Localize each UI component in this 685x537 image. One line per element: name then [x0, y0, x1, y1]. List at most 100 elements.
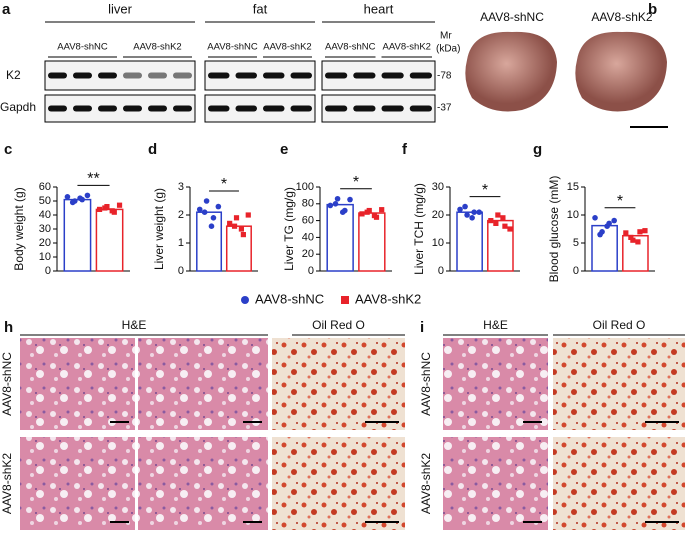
legend-label: AAV8-shNC — [255, 291, 324, 306]
column-label: Oil Red O — [312, 318, 365, 332]
micrograph — [443, 437, 548, 530]
data-point — [507, 226, 513, 232]
micrograph — [20, 338, 135, 430]
band — [263, 72, 285, 79]
band — [381, 105, 404, 112]
data-point — [64, 194, 71, 200]
band — [98, 105, 117, 112]
data-point — [493, 220, 499, 226]
row-label: AAV8-shK2 — [0, 453, 14, 514]
panel-label: h — [4, 319, 13, 336]
y-tick-label: 80 — [302, 198, 314, 210]
data-point — [364, 209, 370, 215]
micrograph — [553, 437, 685, 530]
data-point — [476, 209, 482, 215]
y-tick-label: 0 — [308, 265, 314, 277]
y-axis-label: Body weight (g) — [12, 187, 26, 270]
data-point — [469, 215, 475, 221]
data-point — [500, 215, 506, 221]
row-label: AAV8-shNC — [419, 352, 433, 416]
tissue-label: liver — [108, 1, 133, 16]
data-point — [462, 203, 468, 210]
band — [353, 105, 376, 112]
micrograph — [272, 437, 405, 530]
band — [148, 72, 167, 79]
data-point — [84, 192, 91, 199]
column-label: H&E — [483, 318, 508, 332]
row-label: AAV8-shK2 — [419, 453, 433, 514]
protein-label: K2 — [6, 68, 21, 82]
data-point — [623, 230, 629, 236]
y-tick-label: 0 — [45, 265, 51, 277]
column-label: Oil Red O — [593, 318, 646, 332]
micrograph — [553, 338, 685, 430]
y-tick-label: 60 — [302, 215, 314, 227]
band — [123, 72, 142, 79]
y-tick-label: 3 — [178, 181, 184, 193]
data-point — [471, 209, 477, 215]
row-label: AAV8-shNC — [0, 352, 14, 416]
data-point — [77, 195, 83, 201]
data-point — [69, 199, 76, 206]
micrograph — [138, 338, 268, 430]
mr-label: Mr — [440, 31, 452, 42]
data-point — [210, 215, 217, 221]
panel-label: b — [648, 1, 657, 18]
lane-label: AAV8-shNC — [57, 42, 108, 53]
data-point — [240, 232, 246, 238]
band — [123, 105, 142, 112]
significance-label: * — [221, 176, 227, 193]
lane-label: AAV8-shK2 — [383, 42, 431, 53]
data-point — [488, 218, 494, 224]
band — [173, 105, 192, 112]
data-point — [347, 196, 353, 203]
band — [409, 105, 432, 112]
band — [73, 72, 92, 79]
data-point — [464, 212, 470, 218]
panel-label: f — [402, 141, 408, 158]
data-point — [642, 228, 648, 234]
y-tick-label: 100 — [296, 181, 314, 193]
data-point — [238, 226, 245, 232]
lane-label: AAV8-shNC — [325, 42, 376, 53]
data-point — [637, 229, 643, 235]
y-tick-label: 5 — [573, 237, 579, 249]
y-tick-label: 1 — [178, 237, 184, 249]
y-tick-label: 10 — [39, 251, 51, 263]
y-axis-label: Liver TCH (mg/g) — [412, 183, 426, 275]
protein-label: Gapdh — [0, 100, 36, 114]
marker-label: -78 — [437, 71, 452, 82]
band — [381, 72, 404, 79]
data-point — [457, 206, 463, 213]
significance-label: * — [353, 174, 359, 191]
panel-label: c — [4, 141, 12, 158]
data-point — [592, 215, 598, 221]
data-point — [597, 231, 603, 238]
y-axis-label: Blood glucose (mM) — [547, 176, 561, 283]
data-point — [215, 203, 222, 210]
lane-label: AAV8-shK2 — [263, 42, 311, 53]
data-point — [96, 206, 103, 212]
y-tick-label: 20 — [432, 209, 444, 221]
legend-label: AAV8-shK2 — [355, 291, 421, 306]
lane-label: AAV8-shK2 — [133, 42, 181, 53]
bar — [358, 212, 386, 272]
y-tick-label: 30 — [432, 181, 444, 193]
band — [48, 72, 67, 79]
micrograph — [20, 437, 135, 530]
data-point — [109, 208, 115, 214]
marker-label: -37 — [437, 103, 452, 114]
panel-label: i — [420, 319, 424, 336]
data-point — [371, 212, 378, 219]
band — [98, 72, 117, 79]
data-point — [203, 198, 210, 204]
data-point — [630, 237, 636, 243]
band — [263, 105, 285, 112]
liver-photo — [465, 31, 557, 112]
data-point — [334, 195, 341, 202]
y-axis-label: Liver weight (g) — [152, 188, 166, 270]
data-point — [332, 201, 339, 207]
band — [208, 105, 230, 112]
band — [208, 72, 230, 79]
y-tick-label: 0 — [438, 265, 444, 277]
